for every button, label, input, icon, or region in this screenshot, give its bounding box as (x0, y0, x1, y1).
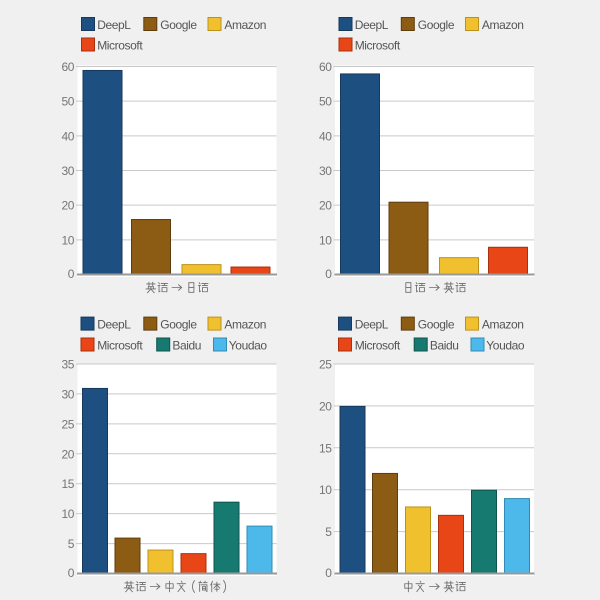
svg-text:40: 40 (319, 129, 332, 143)
svg-text:Google: Google (160, 18, 197, 32)
svg-text:Amazon: Amazon (224, 317, 266, 331)
svg-text:50: 50 (319, 95, 332, 109)
svg-text:DeepL: DeepL (97, 18, 131, 32)
svg-text:15: 15 (61, 477, 74, 491)
svg-text:0: 0 (325, 566, 332, 580)
svg-text:Google: Google (418, 18, 455, 32)
svg-text:0: 0 (325, 267, 332, 281)
svg-text:0: 0 (68, 267, 75, 281)
svg-text:10: 10 (319, 233, 332, 247)
svg-text:Baidu: Baidu (430, 338, 459, 352)
svg-text:0: 0 (68, 566, 75, 580)
svg-text:60: 60 (61, 60, 74, 74)
svg-text:10: 10 (61, 507, 74, 521)
svg-text:Amazon: Amazon (482, 18, 524, 32)
svg-text:Google: Google (160, 317, 197, 331)
svg-text:15: 15 (319, 441, 332, 455)
svg-text:20: 20 (319, 199, 332, 213)
svg-text:DeepL: DeepL (97, 317, 131, 331)
svg-text:Baidu: Baidu (172, 338, 201, 352)
svg-text:40: 40 (61, 129, 74, 143)
svg-text:Youdao: Youdao (486, 338, 525, 352)
svg-text:35: 35 (61, 357, 74, 371)
svg-text:30: 30 (319, 164, 332, 178)
svg-text:Amazon: Amazon (482, 317, 524, 331)
svg-text:20: 20 (61, 199, 74, 213)
svg-text:25: 25 (61, 417, 74, 431)
svg-text:20: 20 (319, 399, 332, 413)
svg-text:30: 30 (61, 164, 74, 178)
svg-text:50: 50 (61, 95, 74, 109)
svg-text:10: 10 (319, 483, 332, 497)
svg-text:5: 5 (325, 525, 332, 539)
svg-text:DeepL: DeepL (355, 18, 389, 32)
svg-text:Amazon: Amazon (224, 18, 266, 32)
svg-text:60: 60 (319, 60, 332, 74)
svg-text:Microsoft: Microsoft (97, 38, 143, 52)
svg-text:25: 25 (319, 358, 332, 372)
svg-text:Microsoft: Microsoft (355, 38, 401, 52)
svg-text:30: 30 (61, 387, 74, 401)
svg-text:5: 5 (68, 537, 75, 551)
svg-text:Google: Google (418, 317, 455, 331)
svg-text:20: 20 (61, 447, 74, 461)
svg-text:10: 10 (61, 233, 74, 247)
svg-text:Microsoft: Microsoft (97, 338, 143, 352)
svg-text:Microsoft: Microsoft (355, 338, 401, 352)
svg-text:Youdao: Youdao (229, 338, 268, 352)
svg-text:DeepL: DeepL (355, 317, 389, 331)
